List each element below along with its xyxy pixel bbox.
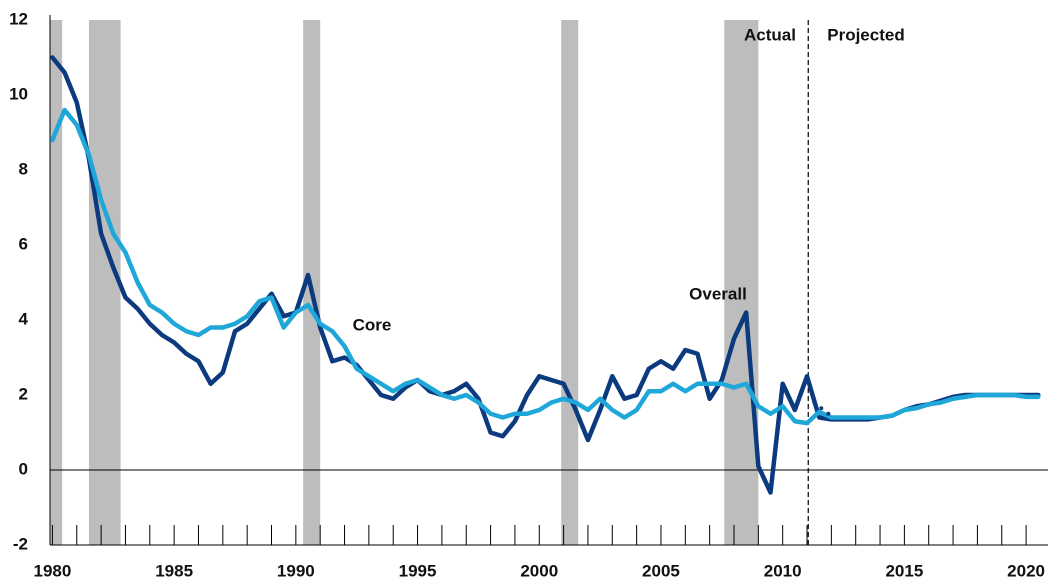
y-tick-label: 12 <box>9 9 28 28</box>
recession-band <box>50 20 63 545</box>
x-tick-label: 1990 <box>277 561 315 580</box>
x-tick-label: 1985 <box>155 561 193 580</box>
x-tick-label: 2005 <box>642 561 680 580</box>
x-tick-label: 2010 <box>764 561 802 580</box>
projection-dots <box>812 400 834 418</box>
x-tick-label: 2000 <box>520 561 558 580</box>
recession-band <box>88 20 121 545</box>
y-tick-label: 10 <box>9 84 28 103</box>
lines <box>50 55 1041 495</box>
y-tick-label: 0 <box>19 459 28 478</box>
x-tick-label: 1995 <box>399 561 437 580</box>
series-line <box>50 107 1041 426</box>
x-tick-label: 2015 <box>885 561 923 580</box>
recession-band <box>724 20 759 545</box>
annotation: Core <box>353 315 392 334</box>
y-tick-label: 6 <box>19 234 28 253</box>
annotation: Overall <box>689 284 747 303</box>
annotation: Actual <box>744 25 796 44</box>
y-tick-label: 8 <box>19 159 28 178</box>
y-tick-label: 4 <box>19 309 29 328</box>
x-tick-label: 1980 <box>34 561 72 580</box>
annotation: Projected <box>827 25 904 44</box>
x-tick-label: 2020 <box>1007 561 1045 580</box>
y-tick-label: -2 <box>13 534 28 553</box>
series-line <box>50 55 1041 495</box>
recession-band <box>561 20 579 545</box>
y-tick-label: 2 <box>19 384 28 403</box>
